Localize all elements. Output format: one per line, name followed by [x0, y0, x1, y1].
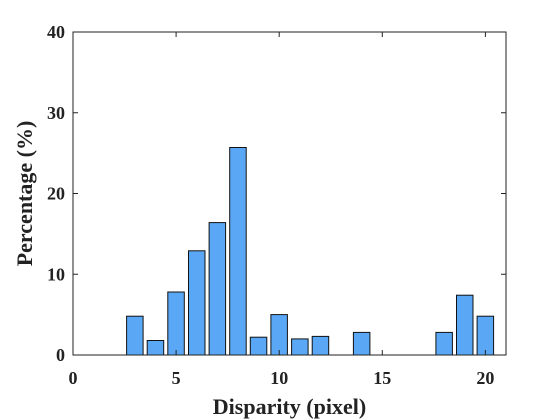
bar-3: [126, 315, 144, 356]
y-tick-label-30: 30: [47, 103, 65, 123]
x-tick-label-5: 5: [172, 368, 181, 388]
bar-4: [146, 340, 165, 356]
bar-11: [291, 338, 309, 356]
y-tick-label-0: 0: [56, 345, 65, 365]
bar-9: [249, 336, 268, 356]
bar-7: [208, 222, 227, 356]
bar-10: [270, 314, 288, 356]
bar-18: [435, 331, 453, 356]
bar-6: [188, 250, 206, 356]
x-tick-label-10: 10: [270, 368, 288, 388]
x-tick-label-20: 20: [476, 368, 494, 388]
bar-12: [311, 335, 330, 356]
y-tick-label-40: 40: [47, 22, 65, 42]
plot-frame: [72, 31, 507, 356]
bar-20: [476, 315, 495, 356]
y-tick-label-20: 20: [47, 184, 65, 204]
y-axis-title: Percentage (%): [12, 121, 37, 267]
bars-layer: [126, 147, 495, 356]
y-tick-label-10: 10: [47, 264, 65, 284]
x-tick-label-15: 15: [373, 368, 391, 388]
bar-14: [352, 331, 371, 356]
bar-5: [167, 291, 185, 356]
ticks-layer: 0 5 10 15 20 0 10 20 30 40: [47, 22, 506, 388]
bar-19: [456, 294, 474, 356]
bar-8: [229, 147, 247, 356]
x-tick-label-0: 0: [69, 368, 78, 388]
x-axis-title: Disparity (pixel): [213, 394, 366, 419]
